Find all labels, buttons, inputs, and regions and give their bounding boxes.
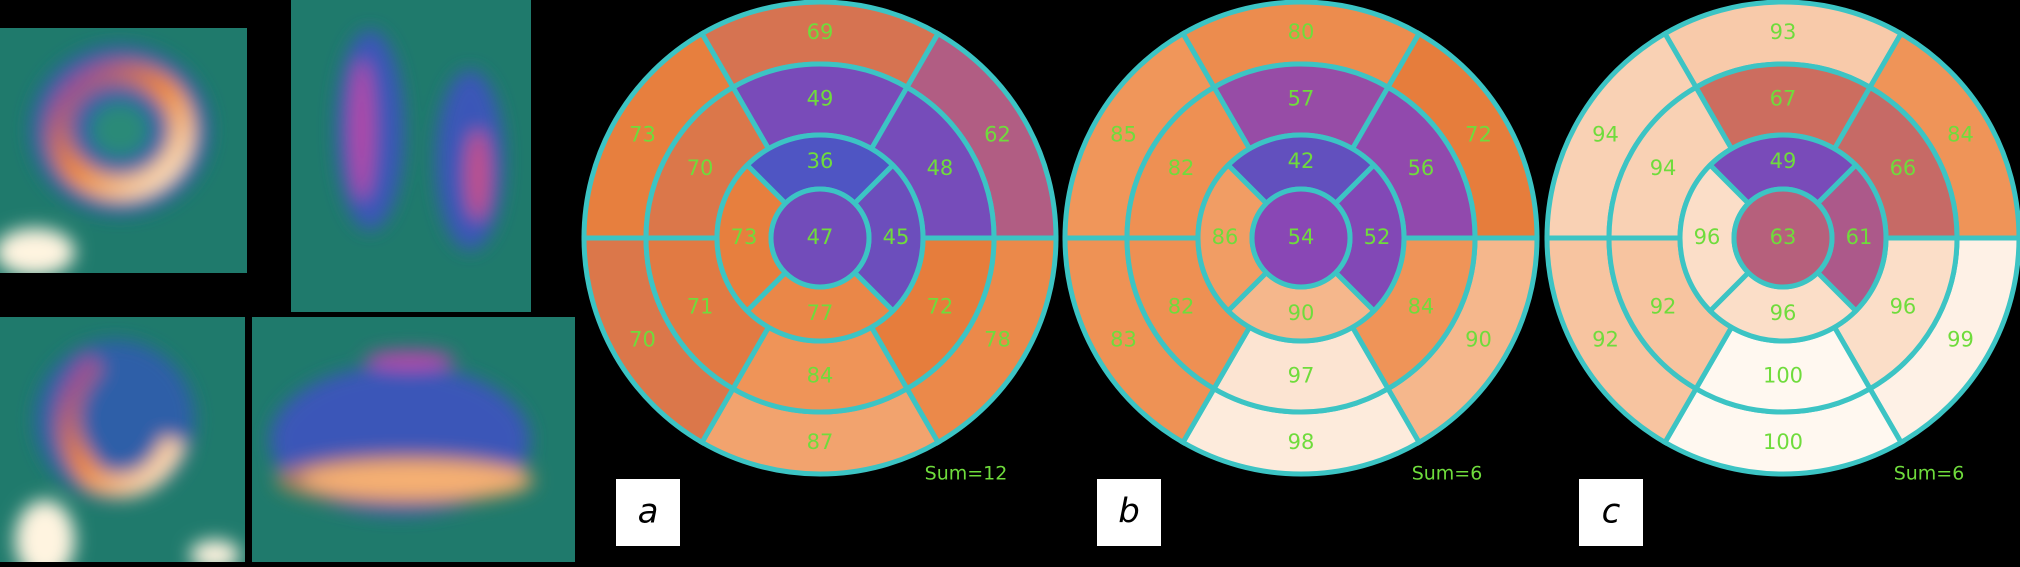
segment-value: 84 bbox=[807, 364, 834, 388]
polar-map: 93 84 99 100 92 94 67 66 96 100 92 94 49 61 96 96 63 Sum=… bbox=[1544, 0, 2020, 546]
segment-value: 70 bbox=[629, 328, 656, 352]
segment-value: 36 bbox=[807, 149, 834, 173]
segment-value: 87 bbox=[807, 430, 834, 454]
label-box bbox=[1097, 479, 1161, 546]
segment-value: 62 bbox=[984, 123, 1011, 147]
segment-value: 85 bbox=[1110, 123, 1137, 147]
segment-value: 42 bbox=[1288, 149, 1315, 173]
panel-label: c bbox=[1602, 492, 1621, 532]
segment-value: 100 bbox=[1763, 430, 1803, 454]
segment-value: 86 bbox=[1212, 225, 1239, 249]
segment-value: 72 bbox=[927, 294, 954, 318]
sum-score: Sum=12 bbox=[925, 463, 1008, 485]
segment bbox=[1249, 186, 1353, 290]
segment-value: 72 bbox=[1465, 123, 1492, 147]
segment-value: 84 bbox=[1947, 123, 1974, 147]
segment-value: 61 bbox=[1846, 225, 1873, 249]
label-box bbox=[616, 479, 680, 546]
segment-value: 47 bbox=[807, 225, 834, 249]
segment-value: 90 bbox=[1465, 328, 1492, 352]
segment-value: 45 bbox=[883, 225, 910, 249]
spect-short-axis bbox=[0, 28, 247, 273]
panel-label: a bbox=[638, 492, 659, 532]
segment-value: 77 bbox=[807, 301, 834, 325]
segment-value: 84 bbox=[1408, 294, 1435, 318]
spect-horizontal-long-axis bbox=[252, 317, 575, 562]
segment-value: 73 bbox=[731, 225, 758, 249]
segment-value: 52 bbox=[1364, 225, 1391, 249]
segment-value: 90 bbox=[1288, 301, 1315, 325]
segment bbox=[768, 186, 872, 290]
segment-value: 70 bbox=[687, 156, 714, 180]
polar-map: 80 72 90 98 83 85 57 56 84 97 82 82 42 52 90 86 54 Sum=6 b bbox=[1062, 0, 1540, 546]
segment-value: 94 bbox=[1650, 156, 1677, 180]
segment-value: 96 bbox=[1770, 301, 1797, 325]
segment-value: 94 bbox=[1592, 123, 1619, 147]
segment-value: 96 bbox=[1694, 225, 1721, 249]
segment-value: 96 bbox=[1890, 294, 1917, 318]
segment-value: 92 bbox=[1592, 328, 1619, 352]
segment-value: 99 bbox=[1947, 328, 1974, 352]
segment-value: 83 bbox=[1110, 328, 1137, 352]
segment bbox=[1731, 186, 1835, 290]
label-box bbox=[1579, 479, 1643, 546]
segment-value: 49 bbox=[1770, 149, 1797, 173]
spect-short-axis-2 bbox=[0, 317, 245, 562]
segment-value: 69 bbox=[807, 20, 834, 44]
segment-value: 92 bbox=[1650, 294, 1677, 318]
segment-value: 93 bbox=[1770, 20, 1797, 44]
segment-value: 98 bbox=[1288, 430, 1315, 454]
spect-vertical-long-axis bbox=[291, 0, 531, 312]
segment-value: 49 bbox=[807, 87, 834, 111]
segment-value: 66 bbox=[1890, 156, 1917, 180]
segment-value: 78 bbox=[984, 328, 1011, 352]
segment-value: 73 bbox=[629, 123, 656, 147]
segment-value: 82 bbox=[1168, 156, 1195, 180]
sum-score: Sum=6 bbox=[1894, 463, 1965, 485]
segment-value: 82 bbox=[1168, 294, 1195, 318]
segment-value: 80 bbox=[1288, 20, 1315, 44]
segment-value: 63 bbox=[1770, 225, 1797, 249]
segment-value: 97 bbox=[1288, 364, 1315, 388]
segment-value: 100 bbox=[1763, 364, 1803, 388]
segment-value: 48 bbox=[927, 156, 954, 180]
segment-value: 67 bbox=[1770, 87, 1797, 111]
segment-value: 54 bbox=[1288, 225, 1315, 249]
panel-label: b bbox=[1118, 492, 1140, 532]
sum-score: Sum=6 bbox=[1412, 463, 1483, 485]
segment-value: 57 bbox=[1288, 87, 1315, 111]
segment-value: 71 bbox=[687, 294, 714, 318]
segment-value: 56 bbox=[1408, 156, 1435, 180]
polar-map: 69 62 78 87 70 73 49 48 72 84 71 70 36 45 77 73 47 Sum=12… bbox=[581, 0, 1059, 546]
